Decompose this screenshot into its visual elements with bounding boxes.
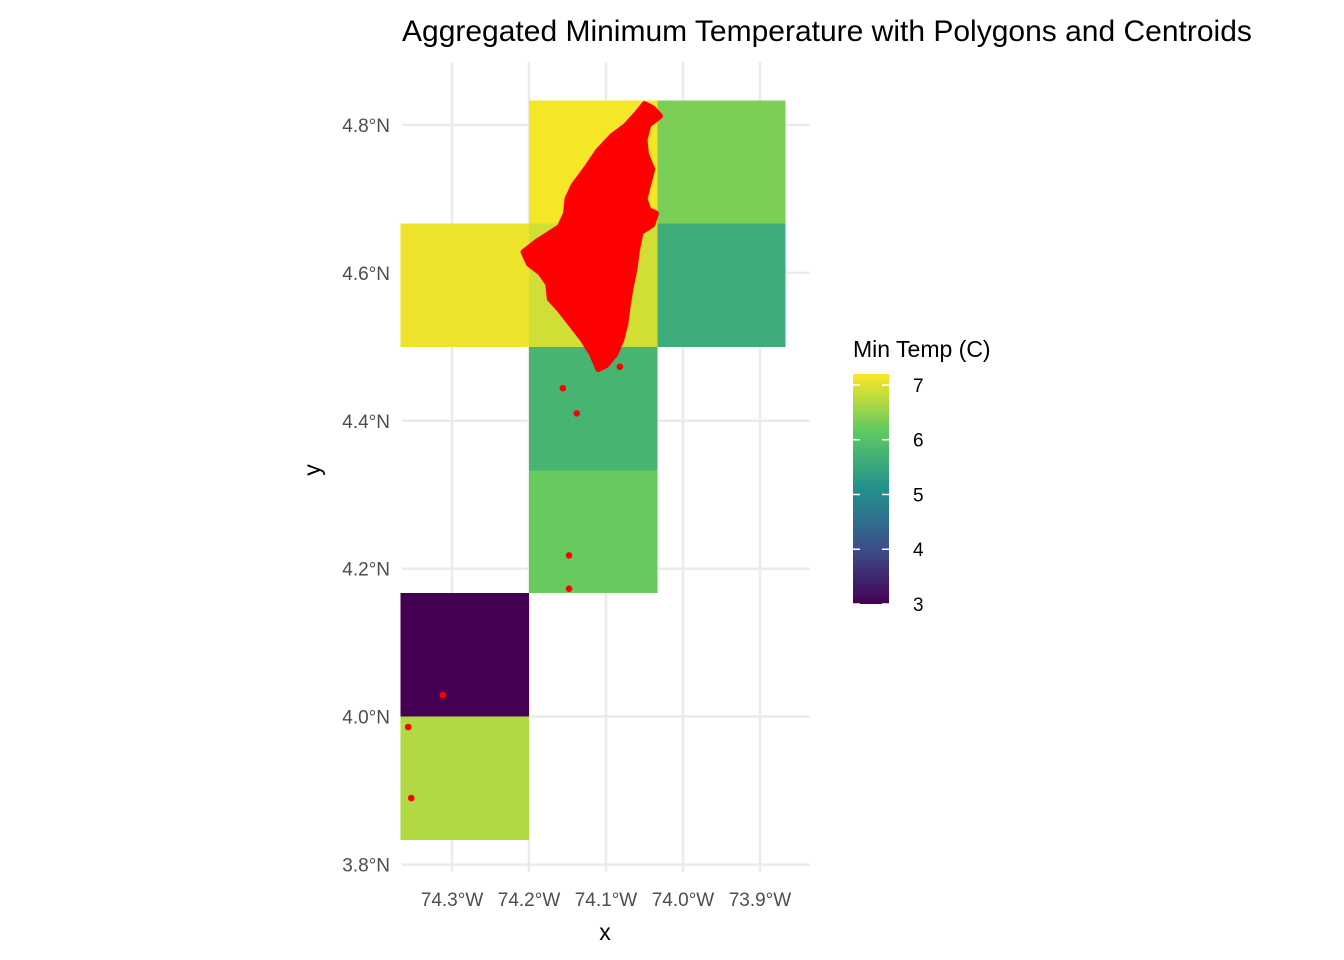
legend-ticks: 3 4 5 6 7 [853, 376, 924, 616]
centroid-point-2 [573, 410, 581, 417]
y-tick-label-2: 4.2°N [342, 560, 390, 581]
y-axis-label: y [299, 464, 325, 476]
region-polygon [520, 101, 663, 372]
temperature-cell-8 [400, 716, 530, 841]
temperature-cell-1 [657, 100, 786, 224]
centroid-point-4 [565, 585, 573, 592]
y-tick-label-1: 4.0°N [342, 708, 390, 729]
legend-tick-label-1: 4 [913, 540, 924, 561]
x-tick-label-1: 74.2°W [498, 890, 561, 911]
chart-title: Aggregated Minimum Temperature with Poly… [402, 15, 1252, 48]
legend-colorbar [853, 374, 889, 604]
x-tick-label-2: 74.1°W [575, 890, 638, 911]
x-axis-ticks: 74.3°W 74.2°W 74.1°W 74.0°W 73.9°W [421, 890, 792, 911]
x-tick-label-4: 73.9°W [729, 890, 792, 911]
centroid-point-0 [616, 363, 624, 371]
y-axis-ticks: 3.8°N 4.0°N 4.2°N 4.4°N 4.6°N 4.8°N [342, 116, 390, 877]
centroid-point-6 [404, 723, 412, 731]
legend-title: Min Temp (C) [853, 336, 991, 362]
temperature-cell-5 [529, 346, 658, 471]
region-polygon-shape [520, 101, 663, 372]
centroid-points [404, 363, 624, 802]
x-tick-label-0: 74.3°W [421, 890, 484, 911]
legend-tick-label-4: 7 [913, 376, 924, 397]
y-tick-label-3: 4.4°N [342, 412, 390, 433]
centroid-point-5 [439, 691, 447, 699]
x-tick-label-3: 74.0°W [652, 890, 715, 911]
y-tick-label-0: 3.8°N [342, 856, 390, 877]
x-axis-label: x [599, 919, 611, 945]
temperature-cell-2 [400, 223, 530, 347]
y-tick-label-4: 4.6°N [342, 264, 390, 285]
color-legend: Min Temp (C) 3 4 5 6 7 [853, 336, 991, 616]
temperature-cell-6 [529, 470, 658, 594]
y-tick-label-5: 4.8°N [342, 116, 390, 137]
temperature-cell-7 [400, 593, 530, 717]
temperature-cell-4 [657, 223, 786, 347]
centroid-point-7 [407, 794, 415, 802]
legend-tick-label-3: 6 [913, 431, 924, 452]
centroid-point-1 [559, 384, 567, 392]
legend-tick-label-2: 5 [913, 485, 924, 506]
centroid-point-3 [565, 552, 573, 559]
legend-tick-label-0: 3 [913, 595, 924, 616]
